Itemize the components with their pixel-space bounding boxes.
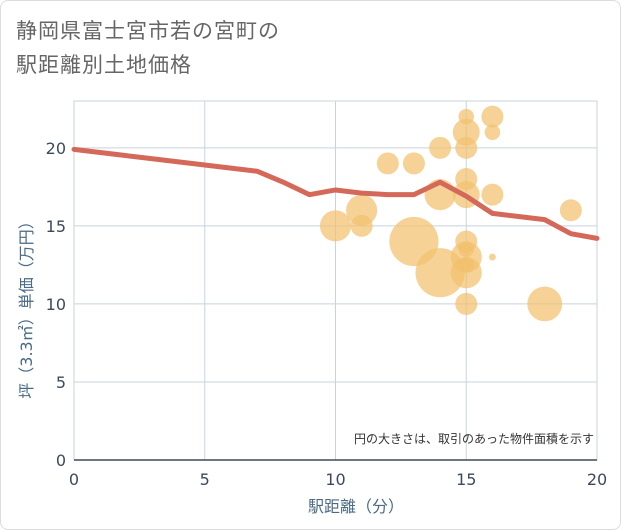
bubble-point (319, 210, 352, 242)
x-tick-label: 20 (587, 470, 607, 489)
bubble-point (559, 199, 582, 222)
grid-lines (73, 100, 598, 461)
title-line-2: 駅距離別土地価格 (16, 53, 192, 77)
y-tick-label: 15 (46, 217, 66, 236)
y-tick-label: 10 (46, 295, 66, 314)
x-tick-label: 10 (325, 470, 345, 489)
bubble-series (319, 105, 582, 322)
bubble-point (402, 152, 425, 175)
bubble-point (376, 152, 399, 175)
bubble-point (429, 136, 452, 159)
bubble-point (481, 183, 504, 206)
bubble-point (350, 214, 373, 237)
x-axis-title: 駅距離（分） (308, 497, 404, 516)
bubble-point (484, 124, 501, 140)
y-tick-label: 0 (56, 451, 66, 470)
axes: 0 5 10 15 20 0 5 10 15 20 (46, 139, 608, 489)
bubble-point (346, 194, 378, 226)
trend-line (71, 146, 600, 241)
trend-series (71, 146, 600, 241)
bubble-point (450, 257, 482, 289)
chart-title: 静岡県富士宮市若の宮町の 駅距離別土地価格 (16, 14, 280, 82)
y-tick-label: 20 (46, 139, 66, 158)
bubble-point (488, 253, 496, 261)
title-line-1: 静岡県富士宮市若の宮町の (16, 19, 280, 43)
bubble-point (481, 105, 504, 128)
size-note: 円の大きさは、取引のあった物件面積を示す (354, 431, 594, 446)
x-tick-label: 0 (69, 470, 79, 489)
bubble-point (455, 292, 478, 315)
bubble-point (527, 286, 563, 322)
bubble-point (452, 118, 480, 146)
y-tick-label: 5 (56, 373, 66, 392)
x-tick-label: 15 (456, 470, 476, 489)
x-tick-label: 5 (200, 470, 210, 489)
bubble-point (455, 136, 478, 159)
y-axis-title: 坪（3.3㎡）単価（万円） (17, 213, 36, 398)
